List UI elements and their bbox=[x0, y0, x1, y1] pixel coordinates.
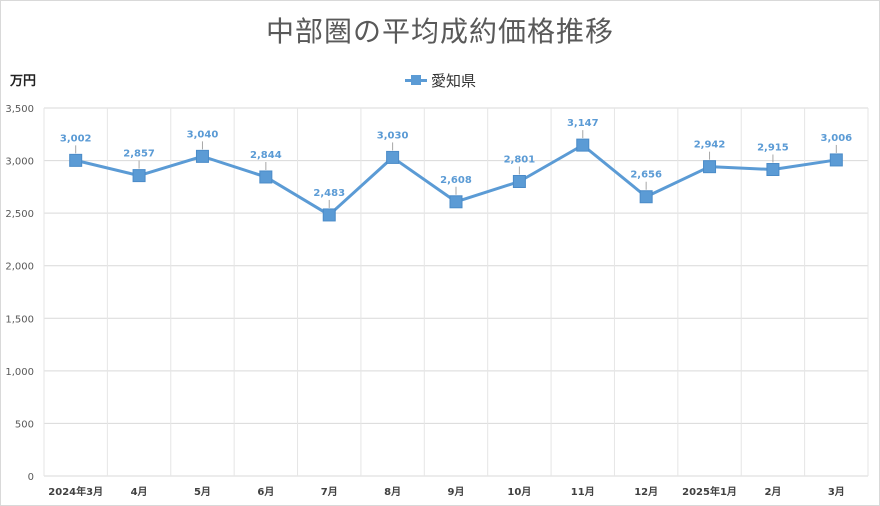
x-tick-label: 6月 bbox=[257, 486, 274, 498]
x-tick-label: 10月 bbox=[507, 486, 531, 498]
data-point-marker bbox=[766, 163, 780, 177]
x-tick-label: 9月 bbox=[448, 486, 465, 498]
legend: 愛知県 bbox=[405, 70, 476, 90]
data-point-marker bbox=[322, 208, 336, 222]
x-tick-label: 8月 bbox=[384, 486, 401, 498]
legend-label-aichi: 愛知県 bbox=[431, 71, 477, 90]
y-axis-unit-label: 万円 bbox=[10, 74, 37, 89]
y-tick-label: 2,500 bbox=[5, 209, 34, 220]
y-tick-label: 2,000 bbox=[5, 262, 34, 273]
x-tick-label: 2月 bbox=[764, 486, 781, 498]
x-tick-label: 7月 bbox=[321, 486, 338, 498]
data-point-marker bbox=[639, 190, 653, 204]
data-label: 2,915 bbox=[757, 143, 789, 154]
x-tick-label: 3月 bbox=[828, 486, 845, 498]
data-point-marker bbox=[829, 153, 843, 167]
y-tick-label: 1,500 bbox=[5, 314, 34, 325]
data-point-marker bbox=[69, 153, 83, 167]
x-tick-label: 2025年1月 bbox=[682, 485, 737, 498]
legend-swatch-aichi bbox=[405, 73, 427, 87]
x-tick-label: 12月 bbox=[634, 486, 658, 498]
data-label: 2,844 bbox=[250, 150, 282, 161]
data-label: 2,483 bbox=[313, 188, 345, 199]
data-point-marker bbox=[703, 160, 717, 174]
data-point-marker bbox=[386, 150, 400, 164]
y-tick-label: 0 bbox=[28, 472, 34, 483]
data-point-marker bbox=[259, 170, 273, 184]
data-label: 2,801 bbox=[504, 154, 536, 165]
x-tick-label: 2024年3月 bbox=[48, 485, 103, 498]
data-point-marker bbox=[512, 174, 526, 188]
y-tick-label: 3,500 bbox=[5, 104, 34, 115]
data-label: 3,147 bbox=[567, 118, 599, 129]
x-tick-label: 11月 bbox=[571, 486, 595, 498]
data-label: 2,656 bbox=[630, 170, 662, 181]
y-tick-label: 500 bbox=[15, 419, 34, 430]
y-tick-label: 1,000 bbox=[5, 367, 34, 378]
data-label: 3,002 bbox=[60, 133, 92, 144]
data-point-marker bbox=[449, 195, 463, 209]
data-point-marker bbox=[195, 149, 209, 163]
data-label: 2,608 bbox=[440, 175, 472, 186]
data-label: 2,942 bbox=[694, 140, 726, 151]
y-tick-label: 3,000 bbox=[5, 157, 34, 168]
data-point-marker bbox=[132, 169, 146, 183]
data-label: 3,030 bbox=[377, 130, 409, 141]
data-label: 2,857 bbox=[123, 149, 155, 160]
data-label: 3,040 bbox=[187, 129, 219, 140]
x-tick-label: 4月 bbox=[131, 486, 148, 498]
data-label: 3,006 bbox=[820, 133, 852, 144]
chart-title: 中部圏の平均成約価格推移 bbox=[265, 15, 614, 48]
x-tick-label: 5月 bbox=[194, 486, 211, 498]
data-point-marker bbox=[576, 138, 590, 152]
